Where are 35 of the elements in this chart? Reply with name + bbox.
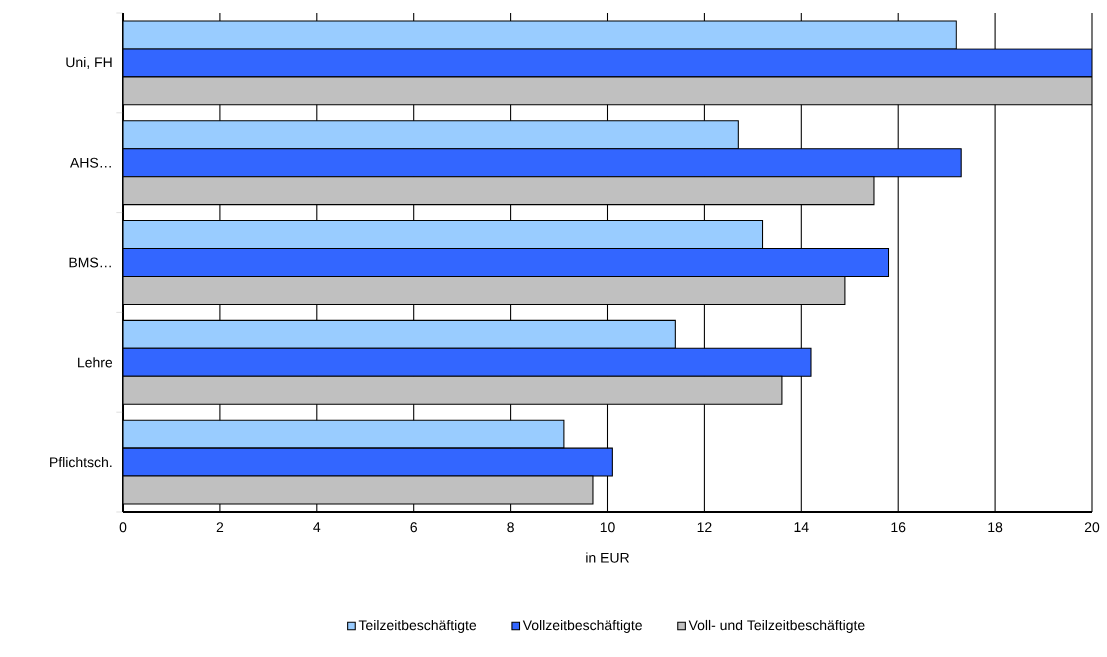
x-axis-title: in EUR (586, 552, 629, 563)
bar (123, 375, 783, 405)
bar (123, 120, 739, 150)
y-tick-label: BMS… (69, 257, 111, 268)
bar (123, 220, 764, 250)
x-tick-label: 2 (216, 522, 224, 533)
x-tick-label: 4 (313, 522, 321, 532)
y-tick-label: AHS… (69, 157, 111, 168)
legend-label: Vollzeitbeschäftigte (522, 619, 642, 633)
bar (123, 275, 846, 305)
x-tick-label: 14 (794, 522, 809, 532)
legend-label: Teilzeitbeschäftigte (358, 619, 477, 633)
bar (123, 148, 962, 178)
x-tick-label: 12 (697, 522, 712, 533)
y-tick-label: Lehre (78, 357, 113, 368)
x-tick-label: 16 (891, 522, 906, 533)
bar (123, 447, 613, 477)
bar (123, 176, 875, 206)
bar (123, 419, 565, 449)
bar (123, 48, 1092, 78)
legend-label: Voll- und Teilzeitbeschäftigte (688, 619, 865, 633)
bar (123, 76, 1092, 106)
x-tick-label: 6 (410, 522, 417, 533)
y-tick-label: Pflichtsch. (50, 456, 112, 468)
bar (123, 475, 594, 505)
bar (123, 20, 957, 50)
x-tick-label: 18 (988, 522, 1003, 533)
bar (123, 347, 812, 377)
x-tick-label: 10 (600, 522, 615, 533)
y-tick-label: Uni, FH (66, 56, 112, 69)
bar (123, 247, 890, 278)
x-tick-label: 20 (1084, 522, 1100, 533)
bar (123, 319, 676, 349)
x-tick-label: 8 (507, 522, 514, 533)
x-tick-label: 0 (119, 522, 127, 533)
